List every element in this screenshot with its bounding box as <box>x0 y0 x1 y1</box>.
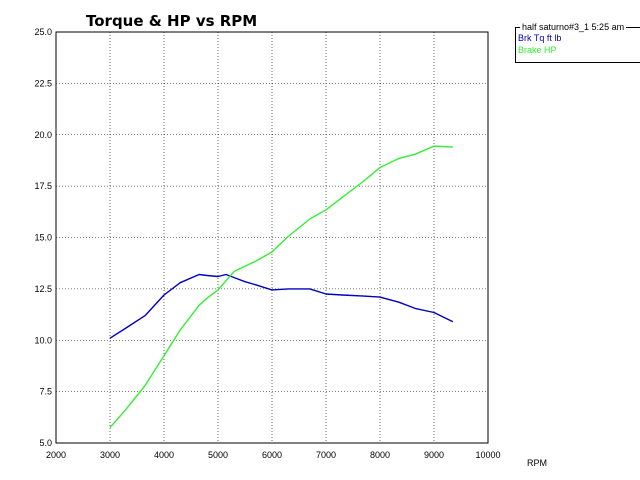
series-line-1 <box>109 145 453 429</box>
x-tick-label: 4000 <box>154 450 174 460</box>
x-tick-label: 5000 <box>208 450 228 460</box>
y-tick-label: 17.5 <box>34 181 52 191</box>
y-tick-label: 22.5 <box>34 78 52 88</box>
series-line-0 <box>109 273 454 339</box>
plot-frame <box>55 31 489 444</box>
y-axis: 5.0 7.5 10.0 12.5 15.0 17.5 20.0 22.5 25.0 <box>34 27 52 448</box>
legend-item-hp: Brake HP <box>518 45 557 55</box>
y-tick-label: 20.0 <box>34 130 52 140</box>
x-tick-label: 2000 <box>46 450 66 460</box>
y-tick-label: 12.5 <box>34 284 52 294</box>
x-axis: 2000 3000 4000 5000 6000 7000 8000 9000 10000 <box>46 450 501 460</box>
legend-header: half saturno#3_1 5:25 am <box>520 22 627 32</box>
x-tick-label: 10000 <box>475 450 500 460</box>
series-layer <box>109 145 454 429</box>
x-tick-label: 7000 <box>316 450 336 460</box>
x-tick-label: 3000 <box>100 450 120 460</box>
y-tick-label: 7.5 <box>39 387 52 397</box>
grid <box>55 31 489 444</box>
y-tick-label: 5.0 <box>39 438 52 448</box>
y-tick-label: 15.0 <box>34 233 52 243</box>
chart-title: Torque & HP vs RPM <box>86 12 257 30</box>
x-axis-label: RPM <box>527 458 547 468</box>
y-tick-label: 10.0 <box>34 335 52 345</box>
y-tick-label: 25.0 <box>34 27 52 37</box>
legend-item-torque: Brk Tq ft lb <box>518 33 562 43</box>
x-tick-label: 9000 <box>424 450 444 460</box>
x-tick-label: 8000 <box>370 450 390 460</box>
x-tick-label: 6000 <box>262 450 282 460</box>
